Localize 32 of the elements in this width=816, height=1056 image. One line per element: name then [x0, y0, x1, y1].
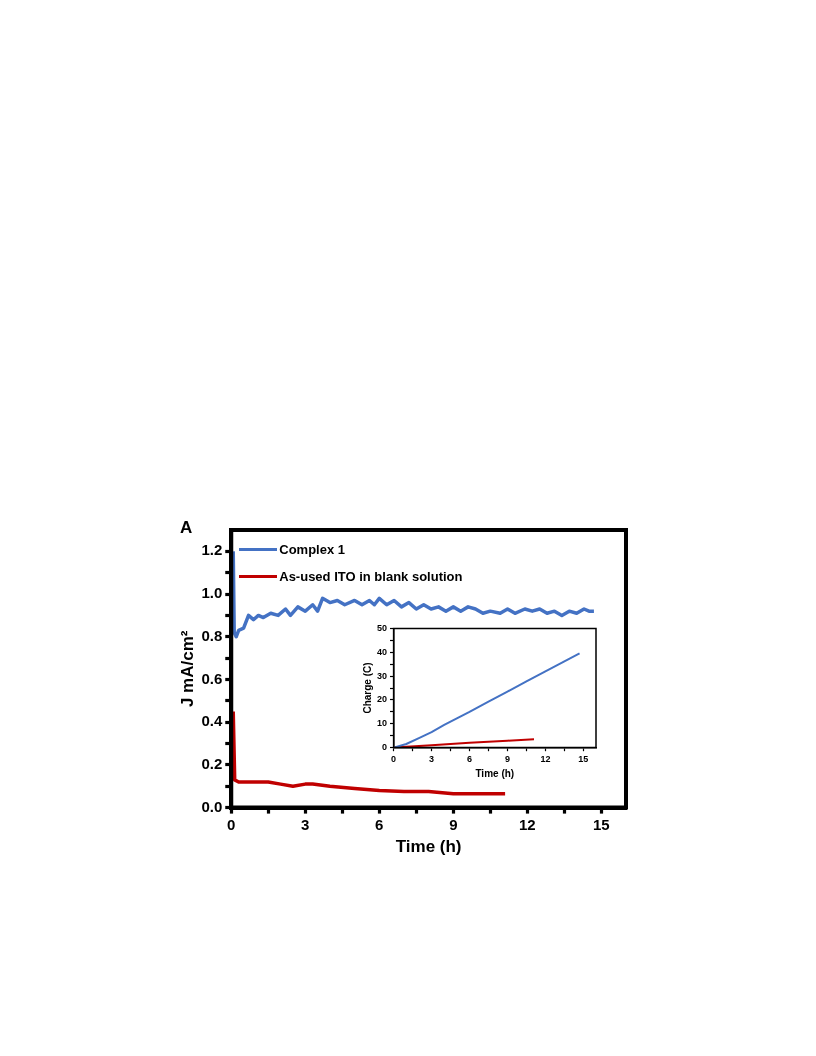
- text: A: [180, 518, 193, 538]
- y-tick-label: 20: [377, 694, 388, 705]
- y-axis-title: J mA/cm²: [177, 630, 197, 708]
- x-tick-label: 6: [467, 754, 473, 765]
- x-tick-label: 15: [578, 754, 589, 765]
- x-axis-title: Time (h): [475, 767, 515, 779]
- x-tick-label: 9: [449, 815, 458, 833]
- y-axis-title: Charge (C): [361, 662, 373, 714]
- y-tick-label: 30: [377, 670, 388, 681]
- legend-label: As-used ITO in blank solution: [279, 569, 463, 584]
- x-tick-label: 3: [301, 815, 310, 833]
- x-tick-label: 15: [592, 815, 610, 833]
- y-tick-label: 0.6: [201, 669, 223, 687]
- x-axis-title: Time (h): [395, 837, 462, 857]
- y-tick-label: 0.8: [201, 626, 223, 644]
- y-tick-label: 10: [377, 718, 388, 729]
- y-tick-label: 0.0: [201, 797, 223, 815]
- x-tick-label: 0: [391, 754, 397, 765]
- x-tick-label: 0: [227, 815, 236, 833]
- x-tick-label: 6: [375, 815, 384, 833]
- y-tick-label: 0.4: [201, 712, 223, 730]
- x-tick-label: 9: [504, 754, 510, 765]
- y-tick-label: 40: [377, 646, 388, 657]
- x-tick-label: 12: [518, 815, 536, 833]
- y-tick-label: 0.2: [201, 755, 223, 773]
- y-tick-label: 1.0: [201, 584, 223, 602]
- y-tick-label: 50: [377, 622, 388, 633]
- legend-label: Complex 1: [279, 542, 345, 557]
- y-tick-label: 1.2: [201, 541, 223, 559]
- y-tick-label: 0: [382, 742, 388, 753]
- x-tick-label: 3: [429, 754, 435, 765]
- x-tick-label: 12: [540, 754, 551, 765]
